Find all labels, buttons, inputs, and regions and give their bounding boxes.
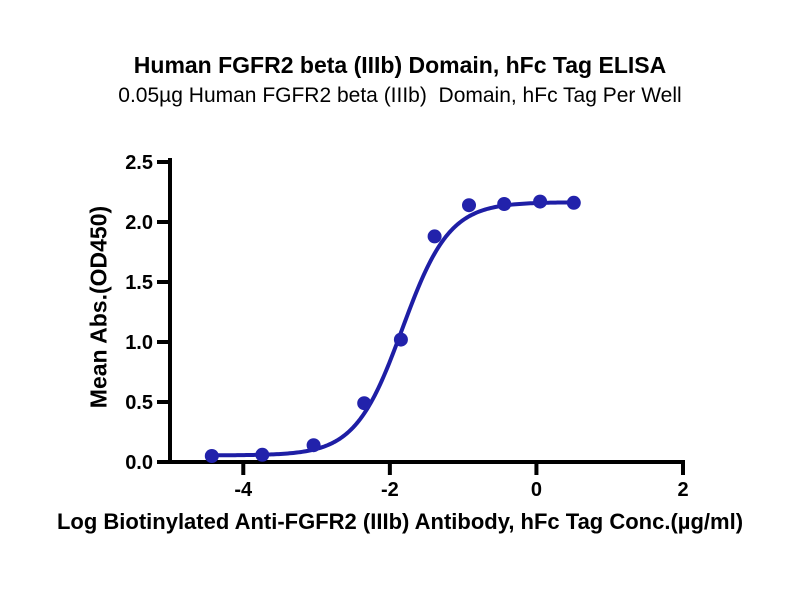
y-tick-label: 2.5: [125, 152, 153, 174]
data-point: [306, 438, 321, 453]
x-tick-label: -2: [381, 479, 399, 501]
y-tick-label: 0.5: [125, 392, 153, 414]
x-tick-label: 2: [677, 479, 688, 501]
x-tick-label: 0: [531, 479, 542, 501]
data-point: [255, 447, 270, 462]
y-tick-label: 1.0: [125, 332, 153, 354]
x-axis-label: Log Biotinylated Anti-FGFR2 (IIIb) Antib…: [56, 509, 744, 534]
fit-curve: [209, 200, 576, 458]
data-point: [427, 229, 442, 244]
y-tick-label: 2.0: [125, 212, 153, 234]
chart-subtitle: 0.05µg Human FGFR2 beta (IIIb) Domain, h…: [118, 84, 682, 107]
data-point: [497, 197, 512, 211]
axis-spine: [168, 158, 685, 464]
data-point: [204, 449, 219, 463]
data-point: [357, 396, 372, 411]
data-point: [566, 195, 581, 210]
x-tick-label: -4: [234, 479, 253, 501]
data-point: [393, 332, 408, 347]
chart-title: Human FGFR2 beta (IIIb) Domain, hFc Tag …: [133, 52, 667, 78]
y-tick-label: 0.0: [125, 452, 153, 474]
data-point: [462, 198, 476, 213]
y-tick-label: 1.5: [125, 272, 153, 294]
data-point: [533, 194, 548, 209]
